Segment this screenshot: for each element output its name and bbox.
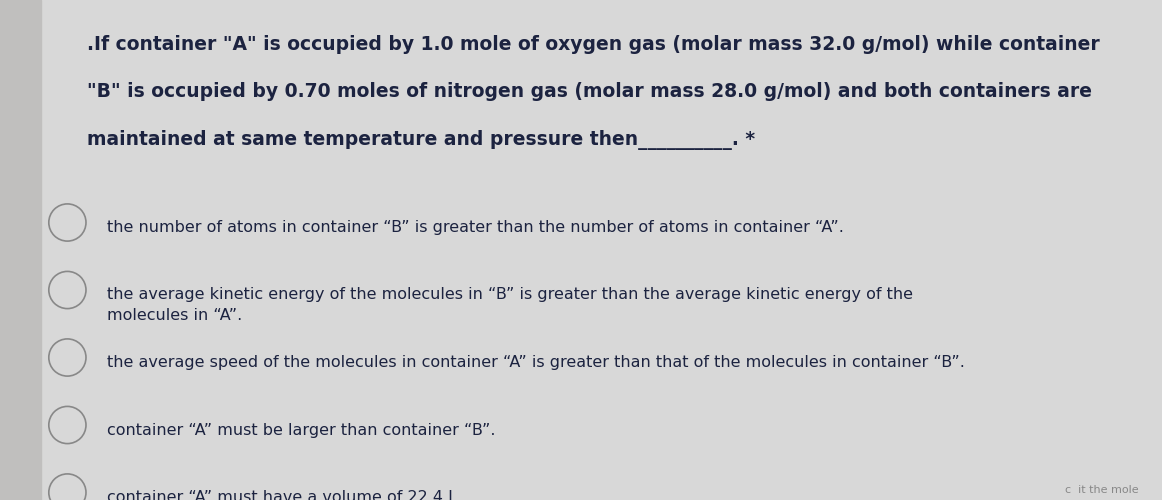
Bar (0, 0, 41, 500)
Text: container “A” must have a volume of 22.4 L: container “A” must have a volume of 22.4… (107, 490, 457, 500)
Text: c  it the mole: c it the mole (1066, 485, 1139, 495)
Text: .If container "A" is occupied by 1.0 mole of oxygen gas (molar mass 32.0 g/mol) : .If container "A" is occupied by 1.0 mol… (87, 35, 1100, 54)
Text: container “A” must be larger than container “B”.: container “A” must be larger than contai… (107, 422, 495, 438)
Text: maintained at same temperature and pressure then__________. *: maintained at same temperature and press… (87, 130, 755, 150)
Text: "B" is occupied by 0.70 moles of nitrogen gas (molar mass 28.0 g/mol) and both c: "B" is occupied by 0.70 moles of nitroge… (87, 82, 1092, 102)
Text: the number of atoms in container “B” is greater than the number of atoms in cont: the number of atoms in container “B” is … (107, 220, 844, 235)
Text: the average kinetic energy of the molecules in “B” is greater than the average k: the average kinetic energy of the molecu… (107, 288, 913, 324)
Text: the average speed of the molecules in container “A” is greater than that of the : the average speed of the molecules in co… (107, 355, 964, 370)
